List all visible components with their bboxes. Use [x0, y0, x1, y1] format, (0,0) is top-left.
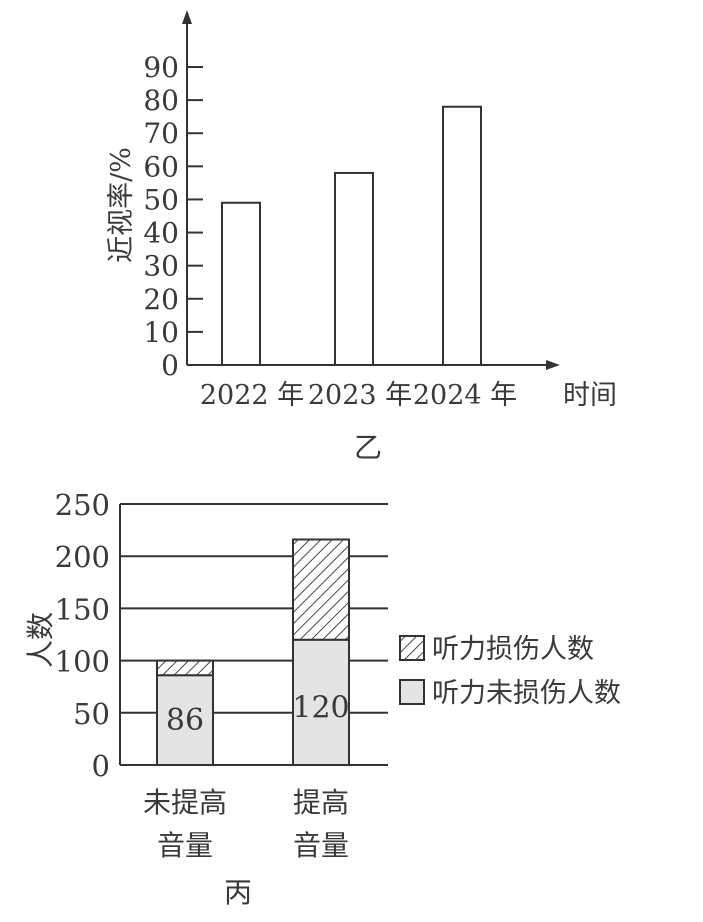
y-tick-label: 30	[143, 250, 179, 283]
y-axis-label: 人数	[24, 612, 57, 668]
y-tick-label: 200	[55, 540, 110, 574]
y-tick-label: 90	[143, 51, 179, 84]
y-tick-label: 150	[55, 592, 110, 626]
y-tick-label: 50	[143, 183, 179, 216]
chart-caption: 乙	[354, 431, 382, 464]
legend-label: 听力损伤人数	[432, 634, 594, 665]
y-tick-label: 80	[143, 84, 179, 117]
legend-swatch-undamaged	[399, 679, 425, 705]
y-tick-label: 0	[92, 749, 110, 783]
y-tick-label: 0	[161, 349, 179, 382]
x-tick-label: 提高	[293, 786, 349, 819]
bar	[334, 171, 374, 366]
y-axis-arrow	[182, 10, 192, 24]
x-tick-label: 未提高	[143, 786, 227, 819]
y-tick-label: 20	[143, 283, 179, 316]
y-axis-label: 近视率/%	[106, 147, 137, 263]
y-tick-label: 60	[143, 150, 179, 183]
data-label: 120	[292, 690, 349, 725]
legend-label: 听力未损伤人数	[432, 678, 621, 709]
x-axis-label: 时间	[563, 380, 617, 411]
x-tick-label: 音量	[157, 829, 213, 862]
legend-swatch-damaged	[399, 635, 425, 661]
x-tick-label: 2024 年	[413, 380, 517, 411]
y-tick-label: 40	[143, 217, 179, 250]
data-label: 86	[166, 703, 204, 738]
x-tick-label: 2023 年	[308, 380, 412, 411]
bar-damaged	[292, 538, 350, 641]
y-tick-label: 250	[55, 488, 110, 522]
y-tick-label: 100	[55, 645, 110, 679]
bar-damaged	[156, 659, 214, 677]
y-tick-label: 50	[73, 697, 110, 731]
bar	[221, 201, 261, 366]
y-tick-label: 10	[143, 316, 179, 349]
y-tick-label: 70	[143, 117, 179, 150]
chart-caption: 丙	[224, 876, 252, 909]
bar	[442, 105, 482, 366]
x-axis-arrow	[546, 360, 560, 370]
x-tick-label: 音量	[293, 829, 349, 862]
x-tick-label: 2022 年	[200, 380, 304, 411]
